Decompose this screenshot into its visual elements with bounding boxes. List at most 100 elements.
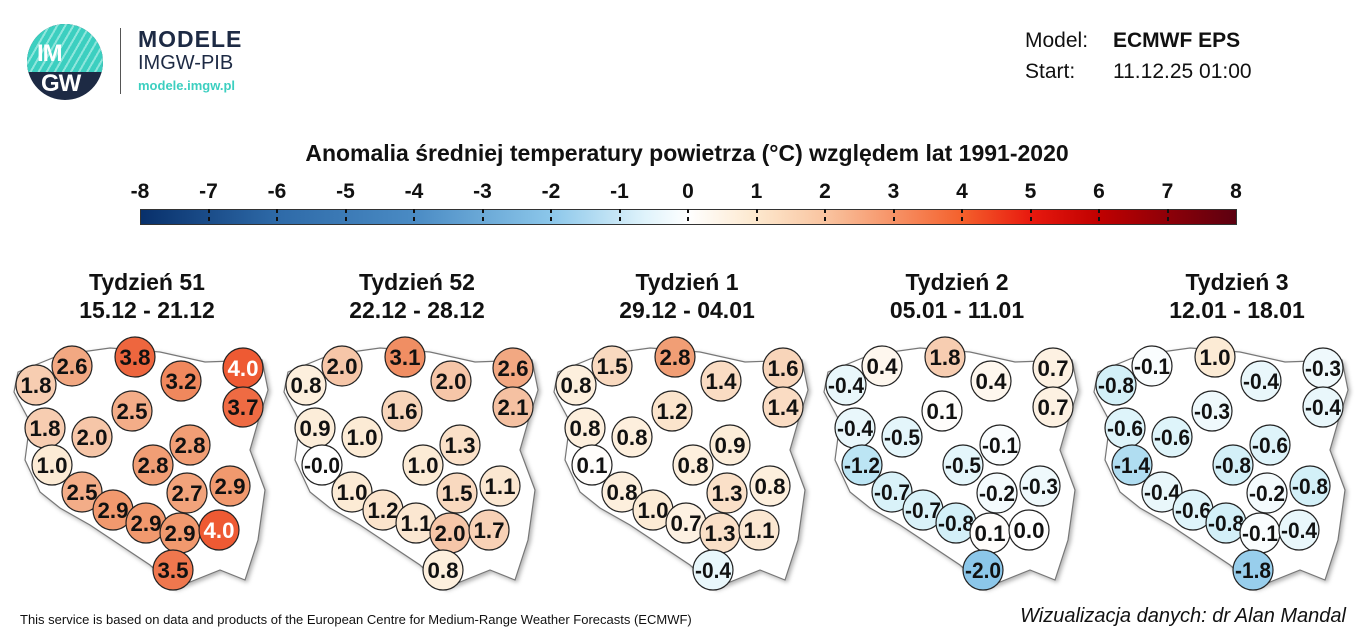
region-anomaly-value: 2.9 [165, 521, 196, 546]
region-anomaly-marker [1232, 549, 1274, 591]
region-anomaly-marker [591, 345, 633, 387]
region-anomaly-value: -0.4 [828, 373, 865, 398]
colorbar-tick-label: 3 [887, 180, 900, 203]
region-anomaly-value: -0.6 [1107, 416, 1143, 441]
region-anomaly-value: -0.1 [982, 433, 1018, 458]
region-anomaly-value: 1.0 [347, 425, 378, 450]
colorbar-tick-mark [618, 209, 621, 225]
region-anomaly-marker [402, 444, 444, 486]
week-name: Tydzień 51 [89, 269, 205, 295]
colorbar-tick-mark [207, 209, 210, 225]
region-anomaly-value: 1.4 [706, 369, 738, 394]
region-anomaly-value: 1.3 [712, 481, 743, 506]
region-anomaly-value: 3.5 [158, 558, 189, 583]
brand-url[interactable]: modele.imgw.pl [138, 78, 236, 93]
region-anomaly-marker [1131, 345, 1173, 387]
region-anomaly-marker [209, 465, 251, 507]
region-anomaly-value: 1.6 [768, 356, 799, 381]
region-anomaly-marker [706, 472, 748, 514]
region-anomaly-marker [384, 336, 426, 378]
region-anomaly-value: 0.8 [291, 373, 322, 398]
colorbar-tick-mark [413, 209, 415, 225]
region-anomaly-value: 1.5 [442, 481, 473, 506]
region-anomaly-marker [871, 471, 913, 513]
region-anomaly-marker [762, 386, 804, 428]
region-anomaly-value: 2.7 [172, 481, 203, 506]
region-anomaly-value: -0.6 [1175, 498, 1211, 523]
region-anomaly-marker [1289, 465, 1331, 507]
region-anomaly-marker [571, 444, 613, 486]
colorbar-tick-label: 0 [682, 180, 694, 203]
region-anomaly-value: 0.4 [976, 369, 1008, 394]
colorbar-tick-label: -2 [541, 180, 561, 203]
visualization-credit: Wizualizacja danych: dr Alan Mandal [1020, 605, 1346, 627]
region-anomaly-marker [160, 360, 202, 402]
region-anomaly-value: -1.8 [1235, 558, 1271, 583]
region-anomaly-marker [479, 465, 521, 507]
colorbar-tick-mark [892, 209, 895, 225]
week-name: Tydzień 3 [1185, 269, 1289, 295]
region-anomaly-value: -0.6 [1252, 433, 1288, 458]
region-anomaly-value: -0.4 [1305, 395, 1342, 420]
region-anomaly-value: 1.3 [445, 433, 476, 458]
colorbar-tick-label: -8 [130, 180, 150, 203]
region-anomaly-value: 0.9 [300, 416, 331, 441]
region-anomaly-value: 1.8 [930, 345, 961, 370]
week-heading: Tydzień 3 12.01 - 18.01 [1117, 268, 1357, 324]
region-anomaly-value: 2.0 [327, 354, 358, 379]
region-anomaly-marker [1246, 472, 1288, 514]
colorbar-tick-mark [824, 209, 826, 225]
region-anomaly-value: 1.6 [387, 399, 418, 424]
region-anomaly-marker [970, 360, 1012, 402]
region-anomaly-value: 0.8 [755, 474, 786, 499]
map-title: Anomalia średniej temperatury powietrza … [305, 140, 1069, 166]
week-name: Tydzień 52 [359, 269, 475, 295]
region-anomaly-marker [15, 364, 57, 406]
region-anomaly-value: 1.8 [30, 416, 61, 441]
colorbar-tick-label: 7 [1161, 180, 1174, 203]
poland-map: 0.82.0 3.12.02.62.11.60.9 1.0 1.31.0-0.01.0… [283, 336, 539, 591]
region-anomaly-marker [979, 424, 1021, 466]
region-anomaly-marker [962, 549, 1004, 591]
colorbar-tick-label: 1 [750, 180, 763, 203]
colorbar-tick-mark [755, 209, 758, 225]
region-anomaly-value: 1.0 [408, 453, 439, 478]
region-anomaly-value: 3.8 [120, 345, 151, 370]
region-anomaly-value: 1.1 [401, 511, 432, 536]
region-anomaly-value: 1.0 [1200, 345, 1231, 370]
region-anomaly-value: 0.7 [1038, 356, 1069, 381]
brand-subtitle: IMGW-PIB [138, 52, 234, 74]
region-anomaly-value: 0.0 [1014, 518, 1045, 543]
region-anomaly-marker [492, 386, 534, 428]
colorbar-tick-label: -3 [473, 180, 492, 203]
week-dates: 12.01 - 18.01 [1169, 297, 1305, 323]
region-anomaly-value: -0.8 [1215, 453, 1251, 478]
region-anomaly-marker [709, 424, 751, 466]
poland-map: 1.82.6 3.83.24.03.72.51.8 2.0 2.82.81.02.52… [13, 336, 269, 591]
region-anomaly-marker [976, 472, 1018, 514]
region-anomaly-marker [51, 345, 93, 387]
region-anomaly-value: -1.2 [844, 453, 880, 478]
region-anomaly-value: 2.0 [436, 369, 467, 394]
region-anomaly-value: -0.5 [884, 425, 920, 450]
region-anomaly-value: 0.1 [975, 521, 1006, 546]
week-dates: 15.12 - 21.12 [79, 297, 215, 323]
region-anomaly-marker [31, 444, 73, 486]
week-heading: Tydzień 1 29.12 - 04.01 [567, 268, 807, 324]
region-anomaly-value: -0.6 [1154, 425, 1190, 450]
region-anomaly-value: 0.1 [577, 453, 608, 478]
region-anomaly-marker [381, 390, 423, 432]
region-anomaly-marker [611, 416, 653, 458]
region-anomaly-value: -0.7 [874, 480, 910, 505]
region-anomaly-marker [1019, 465, 1061, 507]
colorbar-tick-mark [1166, 209, 1169, 225]
region-anomaly-value: 0.8 [617, 425, 648, 450]
week-dates: 29.12 - 04.01 [619, 297, 755, 323]
region-anomaly-value: 0.8 [570, 416, 601, 441]
week-heading: Tydzień 52 22.12 - 28.12 [297, 268, 537, 324]
region-anomaly-marker [1095, 364, 1137, 406]
region-anomaly-marker [114, 336, 156, 378]
colorbar-tick-label: 6 [1093, 180, 1105, 203]
colorbar-tick-mark [550, 209, 552, 225]
region-anomaly-value: 0.4 [867, 354, 899, 379]
